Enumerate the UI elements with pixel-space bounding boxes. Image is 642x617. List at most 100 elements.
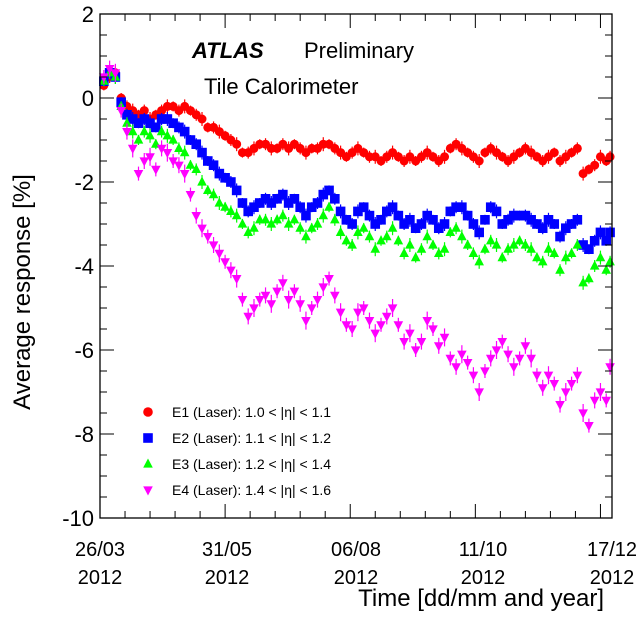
data-point <box>272 194 282 204</box>
data-point <box>589 260 600 270</box>
data-point <box>589 396 600 406</box>
data-point <box>295 202 305 212</box>
data-point <box>480 367 490 377</box>
data-point <box>330 194 340 204</box>
data-point <box>433 223 444 233</box>
data-point <box>578 240 588 250</box>
data-point <box>584 422 594 432</box>
data-point <box>347 325 357 335</box>
data-point <box>341 215 352 225</box>
data-point <box>422 317 433 327</box>
x-tick-year: 2012 <box>205 567 250 589</box>
data-point <box>474 388 484 398</box>
series-4 <box>99 60 615 433</box>
data-point <box>179 147 190 157</box>
data-point <box>474 227 484 238</box>
data-point <box>526 354 536 364</box>
data-point <box>162 114 173 124</box>
data-point <box>514 354 525 364</box>
data-point <box>549 219 560 229</box>
data-point <box>312 198 323 208</box>
data-point <box>260 291 271 301</box>
data-point <box>376 235 386 245</box>
data-point <box>584 244 594 254</box>
data-point <box>387 202 398 212</box>
data-point <box>376 321 386 331</box>
data-point <box>139 157 150 167</box>
data-point <box>376 215 386 225</box>
data-point <box>254 296 265 306</box>
data-point <box>208 241 219 251</box>
data-point <box>422 210 433 221</box>
data-point <box>468 219 479 229</box>
data-point <box>561 252 571 262</box>
data-point <box>399 219 409 229</box>
data-point <box>127 126 138 136</box>
data-point <box>226 205 236 215</box>
data-point <box>601 264 612 274</box>
data-point <box>428 325 438 335</box>
data-point <box>457 231 467 241</box>
data-point <box>381 312 392 322</box>
data-point <box>272 287 282 297</box>
data-point <box>480 215 490 225</box>
data-point <box>306 202 317 212</box>
data-point <box>122 117 132 127</box>
data-point <box>318 210 329 220</box>
data-point <box>503 350 513 360</box>
data-point <box>497 219 508 229</box>
data-point <box>509 210 519 221</box>
data-point <box>399 247 409 257</box>
series-2 <box>99 66 615 255</box>
data-point <box>509 239 519 249</box>
data-point <box>295 222 305 232</box>
data-point <box>283 296 294 306</box>
data-point <box>139 106 149 116</box>
data-point <box>543 215 554 225</box>
data-point <box>243 226 254 236</box>
data-point <box>445 206 456 217</box>
data-point <box>457 350 467 360</box>
data-point <box>439 219 450 229</box>
data-point <box>145 130 155 140</box>
data-point <box>139 126 150 136</box>
data-point <box>601 236 612 246</box>
data-point <box>289 194 300 204</box>
data-point <box>318 189 329 200</box>
data-point <box>214 168 225 179</box>
data-point <box>601 396 612 406</box>
data-point <box>537 384 548 394</box>
data-point <box>393 210 404 221</box>
data-point <box>243 206 254 217</box>
data-point <box>514 210 525 221</box>
x-tick-year: 2012 <box>78 567 123 589</box>
y-tick-label: -10 <box>62 506 94 531</box>
data-point <box>179 170 190 180</box>
data-point <box>191 139 202 149</box>
data-point <box>330 214 340 224</box>
data-point <box>214 197 225 207</box>
data-point <box>549 380 560 390</box>
data-point <box>416 338 427 348</box>
data-point <box>370 219 381 229</box>
data-point <box>324 185 334 196</box>
x-tick-label: 31/05 <box>202 539 252 561</box>
data-point <box>572 143 582 153</box>
data-point <box>526 243 536 253</box>
data-point <box>543 243 554 253</box>
data-point <box>370 329 381 339</box>
data-point <box>232 139 242 149</box>
data-point <box>433 342 444 352</box>
data-point <box>543 371 554 381</box>
data-point <box>566 247 577 257</box>
y-axis-label: Average response [%] <box>9 174 36 410</box>
data-point <box>162 149 173 159</box>
data-point <box>185 159 196 169</box>
data-point <box>197 114 207 124</box>
data-point <box>462 239 473 249</box>
data-point <box>208 160 219 170</box>
data-point <box>457 202 467 212</box>
data-point <box>572 239 583 249</box>
data-point <box>370 243 381 253</box>
data-point <box>393 235 404 245</box>
